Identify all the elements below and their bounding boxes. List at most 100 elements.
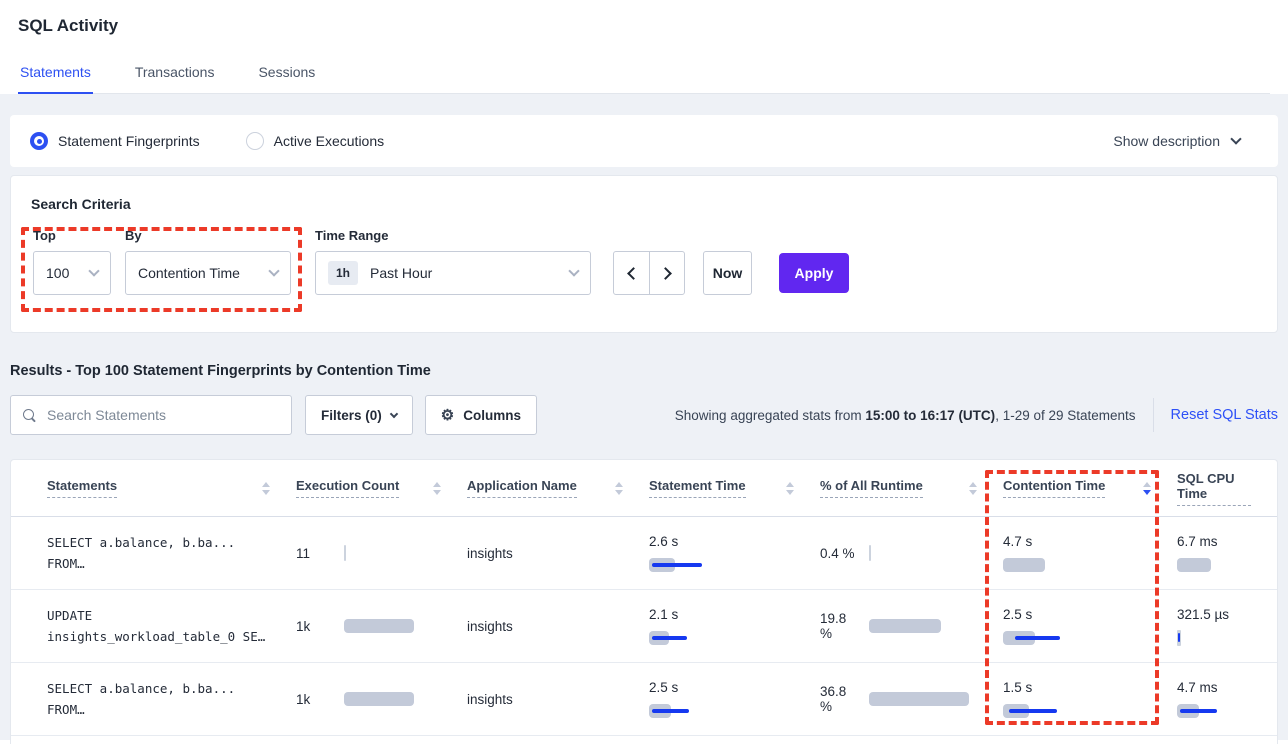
cell-execution-count: 1k xyxy=(296,618,467,634)
cell-value: 36.8 % xyxy=(820,684,847,714)
column-header-statement-time[interactable]: Statement Time xyxy=(649,478,820,498)
apply-button[interactable]: Apply xyxy=(779,253,849,293)
cell-pct-of-all-runtime: 0.4 % xyxy=(820,545,1003,561)
bar-chart xyxy=(1003,630,1177,646)
cell-value: 0.4 % xyxy=(820,545,855,561)
column-header-statements[interactable]: Statements xyxy=(47,478,296,498)
page-body: Statement Fingerprints Active Executions… xyxy=(0,94,1288,744)
show-description-label: Show description xyxy=(1113,133,1220,149)
cell-value: 1k xyxy=(296,618,311,634)
statement-line: insights_workload_table_0 SE… xyxy=(47,629,266,644)
radio-selected-icon xyxy=(30,132,48,150)
cell-statement-time: 2.1 s xyxy=(649,606,820,646)
statement-line: SELECT a.balance, b.ba... xyxy=(47,534,236,550)
cell-value: 19.8 % xyxy=(820,611,847,641)
column-header-label: Statements xyxy=(47,478,118,498)
statement-fingerprint-link[interactable]: SELECT a.balance, b.ba... FROM… xyxy=(47,532,296,575)
cell-application-name: insights xyxy=(467,691,513,707)
tab-statements[interactable]: Statements xyxy=(18,58,93,94)
time-next-button[interactable] xyxy=(649,252,684,294)
bar-chart xyxy=(344,618,414,634)
cell-sql-cpu-time: 4.7 ms xyxy=(1177,679,1277,719)
tab-sessions[interactable]: Sessions xyxy=(258,64,316,80)
time-range-control: Time Range 1h Past Hour xyxy=(315,228,591,295)
view-toggle-panel: Statement Fingerprints Active Executions… xyxy=(10,115,1278,167)
cell-value: 321.5 µs xyxy=(1177,607,1230,622)
chevron-left-icon xyxy=(626,266,640,280)
cell-value: 1.5 s xyxy=(1003,680,1033,695)
chevron-down-icon xyxy=(88,265,100,277)
cell-contention-time: 2.5 s xyxy=(1003,606,1177,646)
chevron-down-icon xyxy=(268,265,280,277)
table-row[interactable]: UPDATE insights_workload_table_0 SE… 1k ins… xyxy=(11,590,1277,663)
filters-button[interactable]: Filters (0) xyxy=(305,395,413,435)
time-range-select[interactable]: 1h Past Hour xyxy=(315,251,591,295)
tab-bar: Statements Transactions Sessions xyxy=(18,58,1270,94)
search-statements-input[interactable] xyxy=(45,406,279,424)
page-header: SQL Activity Statements Transactions Sessi… xyxy=(0,0,1288,94)
statement-line: FROM… xyxy=(47,556,85,571)
table-row[interactable]: SELECT a.balance, b.ba... FROM… 1k insights… xyxy=(11,663,1277,736)
chevron-down-icon xyxy=(389,409,399,419)
cell-sql-cpu-time: 6.7 ms xyxy=(1177,533,1277,573)
cell-statement-time: 2.6 s xyxy=(649,533,820,573)
search-criteria-panel: Search Criteria Top 100 By Contention Ti… xyxy=(10,175,1278,333)
filters-label: Filters (0) xyxy=(321,407,382,423)
bar-chart xyxy=(1177,557,1277,573)
cell-value: 2.5 s xyxy=(1003,607,1033,622)
bar-chart xyxy=(649,557,820,573)
bar-chart xyxy=(869,545,871,561)
by-select[interactable]: Contention Time xyxy=(125,251,291,295)
time-range-value: Past Hour xyxy=(370,265,433,281)
radio-active-executions[interactable]: Active Executions xyxy=(245,132,384,150)
statements-table: Statements Execution Count Application Nam… xyxy=(10,459,1278,744)
bar-chart xyxy=(1003,557,1177,573)
cell-value: 1k xyxy=(296,691,311,707)
sort-icon xyxy=(969,481,977,495)
column-header--of-all-runtime[interactable]: % of All Runtime xyxy=(820,478,1003,498)
cell-sql-cpu-time: 321.5 µs xyxy=(1177,606,1277,646)
column-header-execution-count[interactable]: Execution Count xyxy=(296,478,467,498)
top-select[interactable]: 100 xyxy=(33,251,111,295)
bar-chart xyxy=(1177,630,1277,646)
columns-label: Columns xyxy=(463,407,521,423)
cell-value: 2.5 s xyxy=(649,680,679,695)
sort-icon xyxy=(615,481,623,495)
time-prev-button[interactable] xyxy=(614,252,649,294)
columns-button[interactable]: ⚙ Columns xyxy=(424,395,537,435)
bar-chart xyxy=(344,691,414,707)
radio-label: Statement Fingerprints xyxy=(58,133,200,149)
tab-transactions[interactable]: Transactions xyxy=(134,64,215,80)
show-description-toggle[interactable]: Show description xyxy=(1113,133,1242,149)
cell-value: 6.7 ms xyxy=(1177,534,1218,549)
cell-value: 4.7 ms xyxy=(1177,680,1218,695)
column-header-contention-time[interactable]: Contention Time xyxy=(1003,478,1177,498)
results-heading: Results - Top 100 Statement Fingerprints… xyxy=(10,363,431,379)
table-header-row: Statements Execution Count Application Nam… xyxy=(11,460,1277,517)
statement-fingerprint-link[interactable]: UPDATE insights_workload_table_0 SE… xyxy=(47,605,296,648)
column-header-sql-cpu-time[interactable]: SQL CPU Time xyxy=(1177,471,1277,506)
cell-pct-of-all-runtime: 19.8 % xyxy=(820,611,1003,641)
now-button[interactable]: Now xyxy=(703,251,752,295)
cell-application-name: insights xyxy=(467,618,513,634)
divider xyxy=(1152,398,1154,432)
statement-line: UPDATE xyxy=(47,607,93,623)
cell-execution-count: 1k xyxy=(296,691,467,707)
bar-chart xyxy=(869,618,941,634)
bar-chart xyxy=(649,703,820,719)
time-nav-group xyxy=(613,251,685,295)
statement-fingerprint-link[interactable]: SELECT a.balance, b.ba... FROM… xyxy=(47,678,296,721)
sort-icon xyxy=(433,481,441,495)
statement-line: SELECT a.balance, b.ba... xyxy=(47,680,236,696)
bar-chart xyxy=(649,630,820,646)
column-header-application-name[interactable]: Application Name xyxy=(467,478,649,498)
reset-sql-stats-link[interactable]: Reset SQL Stats xyxy=(1170,407,1278,423)
page-title: SQL Activity xyxy=(18,16,119,35)
bar-chart xyxy=(344,545,346,561)
search-icon xyxy=(23,408,36,422)
cell-value: 11 xyxy=(296,545,311,561)
table-row[interactable]: SELECT a.balance, b.ba... FROM… 11 insights… xyxy=(11,517,1277,590)
chevron-down-icon xyxy=(568,265,580,277)
radio-statement-fingerprints[interactable]: Statement Fingerprints xyxy=(30,132,200,150)
statement-line: FROM… xyxy=(47,702,85,717)
